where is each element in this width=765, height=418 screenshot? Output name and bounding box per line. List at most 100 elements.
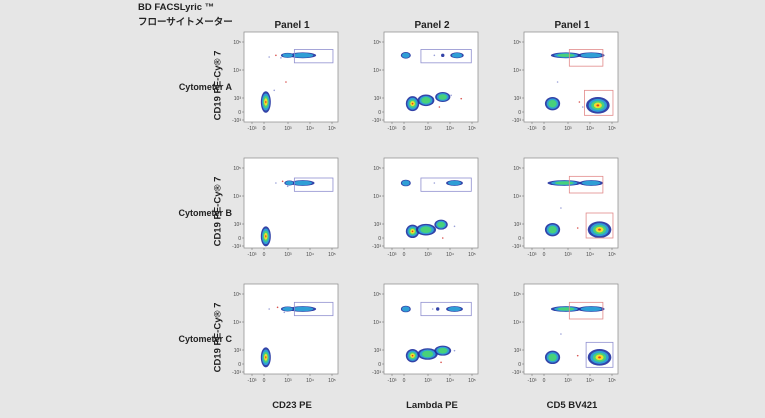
gate-box	[293, 301, 334, 317]
plot-svg: -10³ 0 10³ 10⁴ 10⁵ -10³ 0 10³ 10⁴ 10⁵	[372, 31, 479, 132]
plot-r1-c3: -10³ 0 10³ 10⁴ 10⁵ -10³ 0 10³ 10⁴ 10⁵	[510, 28, 622, 136]
y-tick-label: -10³	[512, 244, 521, 250]
y-tick-label: 10³	[234, 348, 242, 354]
population-4	[415, 223, 437, 236]
plot-area	[243, 31, 339, 123]
plot-svg: -10³ 0 10³ 10⁴ 10⁵ -10³ 0 10³ 10⁴ 10⁵	[232, 157, 339, 258]
x-tick-label: 10⁵	[608, 126, 616, 132]
plot-r3-c3: -10³ 0 10³ 10⁴ 10⁵ -10³ 0 10³ 10⁴ 10⁵	[510, 280, 622, 388]
population-4	[587, 349, 612, 366]
x-tick-label: 10³	[564, 252, 572, 258]
population-1	[547, 180, 582, 186]
x-tick-label: 10³	[284, 252, 292, 258]
events-layer	[260, 180, 315, 247]
figure-header-line1: BD FACSLyric ™	[138, 2, 215, 13]
y-tick-label: 0	[378, 362, 381, 368]
y-tick-label: -10³	[512, 370, 521, 376]
x-tick-label: 10³	[284, 126, 292, 132]
x-tick-label: 0	[403, 126, 406, 132]
plot-r3-c1: -10³ 0 10³ 10⁴ 10⁵ -10³ 0 10³ 10⁴ 10⁵	[230, 280, 342, 388]
y-tick-label: -10³	[512, 118, 521, 124]
event-point	[556, 81, 559, 83]
y-tick-label: 10³	[374, 96, 382, 102]
event-point	[453, 349, 456, 352]
x-tick-label: -10³	[528, 126, 537, 132]
event-point	[433, 54, 436, 57]
population-1	[550, 306, 582, 312]
population-3	[544, 222, 561, 237]
population-6	[434, 345, 452, 356]
y-tick-label: 0	[378, 110, 381, 116]
gate-box	[568, 49, 604, 67]
x-tick-label: -10³	[388, 252, 397, 258]
x-tick-label: 10⁵	[328, 126, 336, 132]
event-point	[275, 182, 277, 184]
gate-box	[568, 301, 604, 320]
events-layer	[260, 52, 317, 113]
population-4	[405, 348, 420, 363]
y-tick-label: 10⁴	[513, 68, 521, 74]
x-tick-label: 10⁴	[446, 378, 454, 384]
plot-area	[383, 283, 479, 375]
event-point	[275, 54, 277, 57]
event-point	[268, 308, 270, 310]
plot-r2-c3: -10³ 0 10³ 10⁴ 10⁵ -10³ 0 10³ 10⁴ 10⁵	[510, 154, 622, 262]
x-tick-label: -10³	[528, 252, 537, 258]
plot-svg: -10³ 0 10³ 10⁴ 10⁵ -10³ 0 10³ 10⁴ 10⁵	[232, 283, 339, 384]
x-tick-label: 10⁴	[446, 126, 454, 132]
y-tick-label: -10³	[232, 370, 241, 376]
x-tick-label: 10⁵	[468, 252, 476, 258]
population-1	[550, 52, 582, 59]
x-tick-label: 0	[403, 252, 406, 258]
gate-box	[568, 175, 604, 194]
population-1	[400, 179, 411, 187]
y-tick-label: 10⁵	[513, 292, 521, 298]
y-tick-label: 10³	[374, 222, 382, 228]
events-layer	[400, 179, 463, 239]
x-tick-label: 10⁵	[468, 378, 476, 384]
y-tick-label: 10⁵	[233, 166, 241, 172]
x-tick-label: 0	[543, 378, 546, 384]
population-3	[441, 53, 445, 58]
y-tick-label: 10⁴	[233, 68, 241, 74]
event-point	[441, 237, 444, 239]
x-tick-label: -10³	[248, 378, 257, 384]
population-6	[435, 92, 451, 102]
population-2	[289, 52, 317, 59]
event-point	[433, 182, 436, 184]
y-tick-label: 10³	[514, 348, 522, 354]
event-point	[460, 97, 463, 100]
y-tick-label: -10³	[232, 118, 241, 124]
y-tick-label: 10⁴	[373, 68, 381, 74]
plot-svg: -10³ 0 10³ 10⁴ 10⁵ -10³ 0 10³ 10⁴ 10⁵	[512, 283, 619, 384]
event-point	[268, 56, 270, 58]
population-3	[284, 180, 295, 186]
y-tick-label: -10³	[372, 370, 381, 376]
gate-box	[293, 177, 334, 192]
row-label-2: Cytometer B	[178, 208, 232, 218]
y-axis-label-1: CD19 PE-Cy® 7	[212, 50, 224, 121]
plot-svg: -10³ 0 10³ 10⁴ 10⁵ -10³ 0 10³ 10⁴ 10⁵	[512, 157, 619, 258]
y-tick-label: 0	[238, 236, 241, 242]
y-axis-label-2: CD19 PE-Cy® 7	[212, 176, 224, 247]
x-tick-label: -10³	[388, 126, 397, 132]
x-tick-label: 10⁴	[306, 378, 314, 384]
population-2	[579, 180, 603, 186]
x-tick-label: -10³	[248, 252, 257, 258]
population-4	[405, 96, 420, 112]
x-tick-label: 10⁴	[446, 252, 454, 258]
x-tick-label: 0	[543, 252, 546, 258]
population-5	[417, 348, 438, 360]
x-tick-label: 10⁴	[306, 252, 314, 258]
y-tick-label: 10⁴	[513, 320, 521, 326]
row-label-3: Cytometer C	[178, 334, 232, 344]
plot-r3-c2: -10³ 0 10³ 10⁴ 10⁵ -10³ 0 10³ 10⁴ 10⁵	[370, 280, 482, 388]
y-tick-label: 10⁵	[233, 40, 241, 46]
population-1	[260, 347, 271, 368]
population-2	[290, 180, 315, 186]
x-tick-label: 10⁵	[468, 126, 476, 132]
y-tick-label: 10⁴	[373, 194, 381, 200]
y-tick-label: 10⁴	[233, 320, 241, 326]
y-tick-label: 10⁴	[373, 320, 381, 326]
x-tick-label: 10⁴	[586, 378, 594, 384]
